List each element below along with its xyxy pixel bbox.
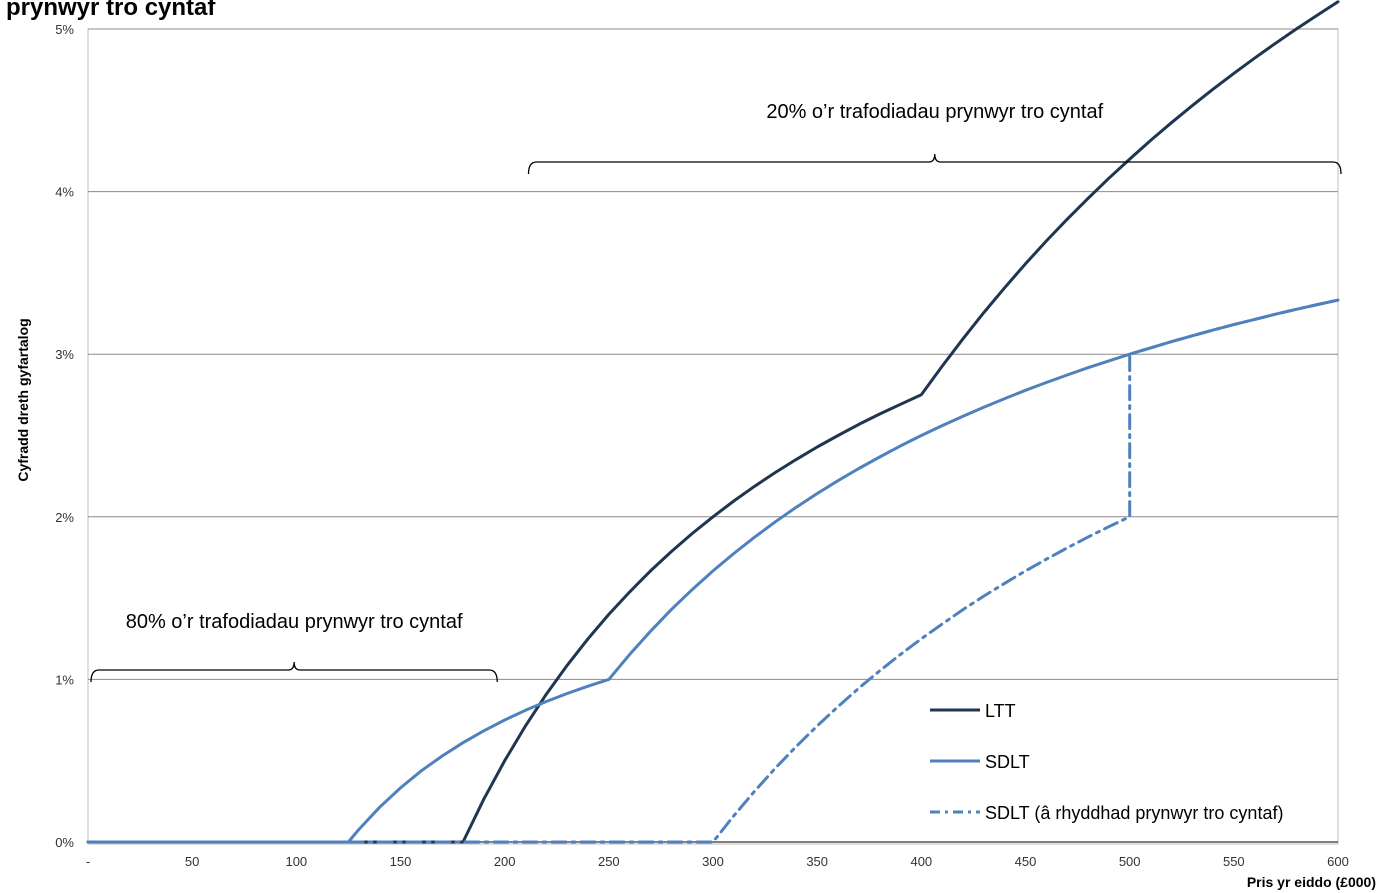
- legend-label-0: LTT: [985, 701, 1016, 721]
- x-tick-label: 400: [910, 854, 932, 869]
- annotations: 80% o’r trafodiadau prynwyr tro cyntaf 20…: [90, 101, 1342, 683]
- x-tick-label: 100: [285, 854, 307, 869]
- legend: LTT SDLT SDLT (â rhyddhad prynwyr tro cynt…: [930, 701, 1283, 823]
- y-axis-ticks: 0% 1% 2% 3% 4% 5%: [55, 22, 74, 850]
- x-tick-label: 450: [1015, 854, 1037, 869]
- x-tick-label: 500: [1119, 854, 1141, 869]
- x-tick-label: 600: [1327, 854, 1349, 869]
- y-tick-label: 2%: [55, 510, 74, 525]
- series-layer: [86, 0, 1340, 844]
- x-axis-ticks: - 50 100 150 200 250 300 350 400 450 500 550 600: [86, 854, 1349, 869]
- legend-label-2: SDLT (â rhyddhad prynwyr tro cyntaf): [985, 803, 1283, 823]
- series-line-0: [86, 0, 1340, 844]
- x-tick-label: 150: [390, 854, 412, 869]
- x-axis-title: Pris yr eiddo (£000): [1247, 874, 1376, 890]
- y-tick-label: 5%: [55, 22, 74, 37]
- y-tick-label: 3%: [55, 347, 74, 362]
- plot-area: [87, 28, 1339, 845]
- x-tick-label: 350: [806, 854, 828, 869]
- x-tick-label: 250: [598, 854, 620, 869]
- y-tick-label: 1%: [55, 672, 74, 687]
- x-tick-label: 200: [494, 854, 516, 869]
- series-line-2: [86, 298, 1340, 844]
- x-tick-label: 50: [185, 854, 199, 869]
- annotation-label-1: 20% o’r trafodiadau prynwyr tro cyntaf: [766, 101, 1103, 123]
- x-tick-label: 550: [1223, 854, 1245, 869]
- x-tick-label: 300: [702, 854, 724, 869]
- y-tick-label: 4%: [55, 185, 74, 200]
- x-tick-label: -: [86, 854, 90, 869]
- chart-title: prynwyr tro cyntaf: [6, 0, 216, 21]
- annotation-label-0: 80% o’r trafodiadau prynwyr tro cyntaf: [126, 611, 463, 633]
- legend-label-1: SDLT: [985, 752, 1030, 772]
- y-axis-title: Cyfradd dreth gyfartalog: [15, 318, 31, 481]
- y-tick-label: 0%: [55, 835, 74, 850]
- annotation-brace-0: [90, 661, 498, 683]
- series-line-1: [86, 298, 1340, 844]
- annotation-brace-1: [527, 153, 1342, 175]
